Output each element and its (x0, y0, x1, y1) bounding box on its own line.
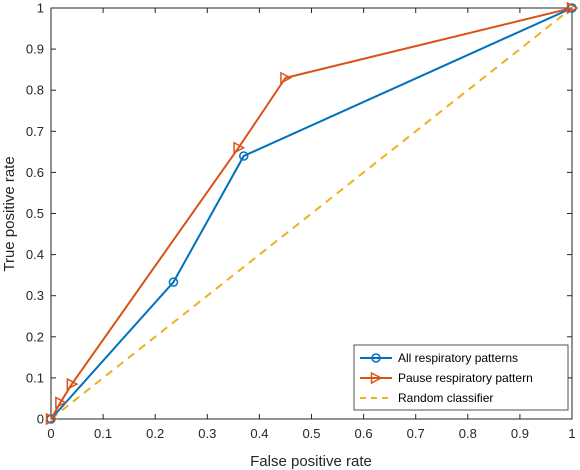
legend-items: All respiratory patterns Pause respirator… (360, 351, 533, 405)
data-point-all-respiratory-patterns (168, 277, 179, 287)
x-tick-label: 1 (568, 426, 575, 441)
legend-marker-pause-respiratory-pattern (370, 371, 383, 385)
y-tick-label: 0.6 (26, 165, 44, 180)
x-tick-label: 0.2 (146, 426, 164, 441)
y-tick-label: 0.4 (26, 247, 44, 262)
y-tick-label: 0.9 (26, 42, 44, 57)
y-tick-label: 0.5 (26, 206, 44, 221)
data-point-pause-respiratory-pattern (55, 396, 67, 409)
series-layer (45, 1, 579, 426)
data-point-pause-respiratory-pattern (566, 1, 579, 15)
ticks-layer: 0 0.1 0.2 0.3 0.4 0.5 0.6 0.7 0.8 0.9 1 0 0.1 0.2 0.3 0… (26, 1, 576, 442)
x-tick-label: 0.5 (302, 426, 320, 441)
y-axis-title: True positive rate (1, 156, 18, 271)
x-tick-label: 0.6 (355, 426, 373, 441)
legend-label-pause-respiratory-pattern: Pause respiratory pattern (398, 371, 533, 385)
series-line-all-respiratory-patterns (50, 7, 573, 420)
y-tick-label: 1 (37, 1, 44, 16)
data-point-pause-respiratory-pattern (280, 71, 293, 85)
data-point-all-respiratory-patterns (239, 151, 249, 161)
y-tick-label: 0.8 (26, 83, 44, 98)
data-point-pause-respiratory-pattern (66, 377, 79, 391)
legend-marker-all-respiratory-patterns (371, 353, 381, 363)
legend-label-all-respiratory-patterns: All respiratory patterns (398, 351, 518, 365)
y-tick-label: 0 (37, 412, 44, 427)
y-tick-label: 0.1 (26, 370, 44, 385)
x-tick-label: 0.8 (459, 426, 477, 441)
data-point-pause-respiratory-pattern (233, 141, 246, 154)
legend: All respiratory patterns Pause respirator… (353, 344, 569, 411)
y-tick-label: 0.7 (26, 124, 44, 139)
x-tick-label: 0.3 (198, 426, 216, 441)
x-tick-label: 0.1 (94, 426, 112, 441)
x-tick-label: 0.7 (407, 426, 425, 441)
x-axis-title: False positive rate (250, 453, 372, 470)
series-line-random-classifier (50, 7, 573, 420)
y-tick-label: 0.3 (26, 288, 44, 303)
x-tick-label: 0.4 (250, 426, 268, 441)
y-tick-label: 0.2 (26, 329, 44, 344)
legend-label-random-classifier: Random classifier (398, 391, 493, 405)
x-tick-label: 0.9 (511, 426, 529, 441)
x-tick-label: 0 (47, 426, 54, 441)
data-point-pause-respiratory-pattern (45, 412, 58, 426)
